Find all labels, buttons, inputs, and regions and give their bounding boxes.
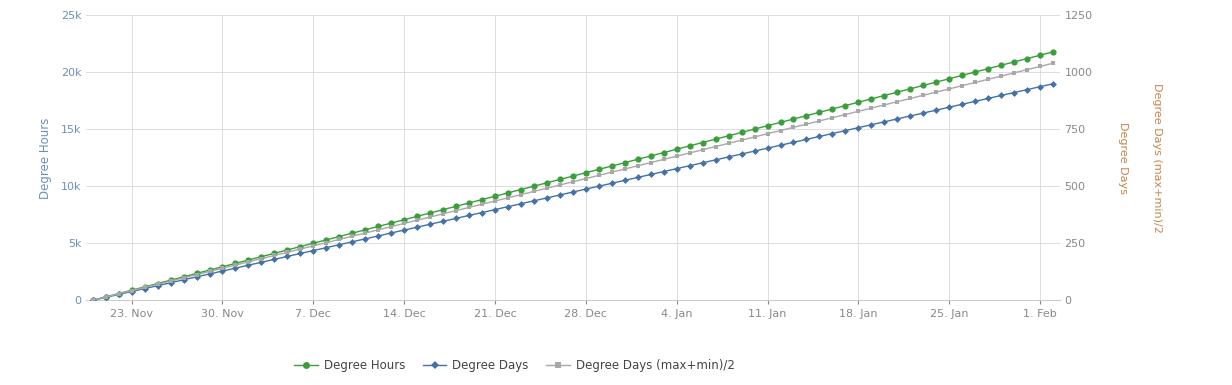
Text: Degree Days (max+min)/2: Degree Days (max+min)/2 bbox=[1152, 83, 1162, 233]
Legend: Degree Hours, Degree Days, Degree Days (max+min)/2: Degree Hours, Degree Days, Degree Days (… bbox=[290, 355, 739, 377]
Y-axis label: Degree Hours: Degree Hours bbox=[39, 117, 53, 199]
Text: Degree Days: Degree Days bbox=[1117, 122, 1127, 194]
